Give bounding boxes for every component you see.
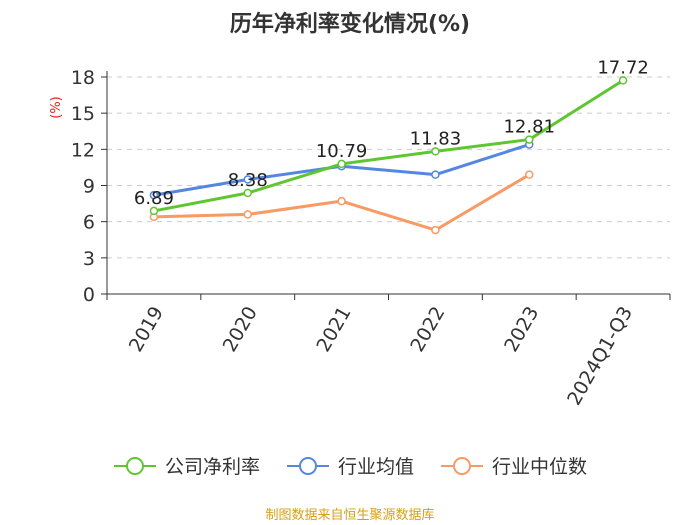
chart-title: 历年净利率变化情况(%) (229, 12, 471, 37)
source-note: 制图数据来自恒生聚源数据库 (265, 508, 435, 523)
x-tick-label: 2019 (125, 303, 168, 356)
data-point (149, 206, 159, 216)
legend-item[interactable]: 行业均值 (286, 452, 414, 479)
data-label: 6.89 (134, 188, 174, 209)
legend-marker-icon (286, 456, 329, 475)
data-point (243, 188, 252, 198)
data-point (618, 76, 628, 85)
data-label: 11.83 (410, 128, 462, 149)
data-point (525, 135, 534, 144)
data-point (243, 210, 252, 219)
gridlines (107, 76, 670, 259)
y-tick-label: 0 (83, 284, 95, 306)
legend-item[interactable]: 行业中位数 (440, 452, 587, 479)
data-point (431, 225, 440, 235)
series-lines (149, 76, 628, 235)
data-point (243, 175, 252, 184)
x-tick-label: 2021 (312, 303, 355, 356)
legend-label: 行业中位数 (492, 456, 588, 478)
data-point (337, 159, 346, 169)
legend: 公司净利率 行业均值 行业中位数 (0, 452, 700, 479)
data-point (149, 190, 159, 200)
legend-item[interactable]: 公司净利率 (113, 452, 260, 479)
y-tick-label: 15 (71, 103, 95, 125)
data-point (337, 196, 346, 206)
data-point (525, 170, 534, 179)
axes: 0 3 6 9 12 15 18 (%) 2019 2020 2021 2022 2023 2024Q1-… (49, 67, 671, 409)
legend-marker-icon (113, 456, 156, 475)
y-tick-label: 12 (71, 139, 95, 161)
x-tick-label: 2022 (406, 303, 449, 356)
data-point (431, 147, 440, 156)
data-label: 12.81 (503, 117, 555, 138)
data-point (431, 170, 440, 179)
y-tick-label: 3 (83, 248, 95, 270)
data-label: 10.79 (316, 141, 368, 162)
y-axis-label: (%) (49, 96, 64, 119)
y-tick-label: 9 (83, 176, 95, 198)
legend-label: 公司净利率 (164, 456, 260, 478)
series-line (152, 78, 625, 213)
data-label: 8.38 (228, 170, 268, 191)
y-tick-label: 6 (83, 212, 95, 234)
x-tick-label: 2023 (500, 303, 543, 356)
legend-label: 行业均值 (337, 456, 414, 478)
data-label: 17.72 (597, 57, 649, 78)
data-labels: 6.89 8.38 10.79 11.83 12.81 17.72 (134, 57, 649, 209)
x-tick-label: 2020 (219, 303, 262, 356)
legend-marker-icon (441, 456, 483, 475)
x-tick-label: 2024Q1-Q3 (563, 303, 637, 409)
y-tick-label: 18 (71, 67, 95, 89)
